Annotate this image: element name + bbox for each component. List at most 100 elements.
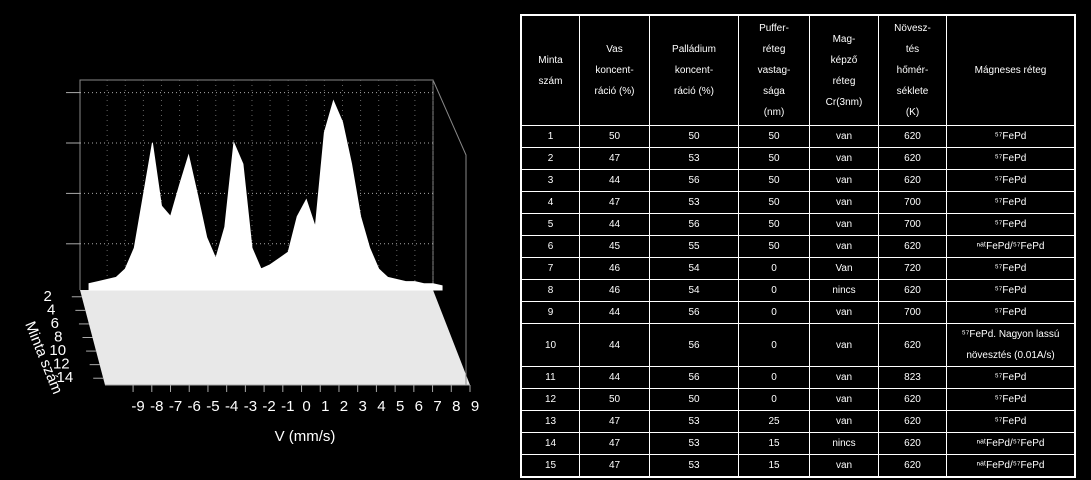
x-tick-label: 2 — [340, 398, 348, 415]
header-text: réteg — [832, 75, 856, 87]
table-cell: 44 — [579, 213, 650, 236]
table-cell: 53 — [649, 454, 739, 478]
table-cell: van — [809, 125, 879, 148]
header-cell: Puffer-réteg vastag-sága (nm) — [738, 14, 810, 126]
table-cell: 620 — [878, 279, 947, 302]
table-cell: 56 — [649, 323, 739, 367]
table-row: 13 47 53 25 van 620 ⁵⁷FePd — [520, 410, 1076, 433]
header-text: Mágneses réteg — [974, 65, 1047, 76]
table-cell: 720 — [878, 257, 947, 280]
table-cell: 56 — [649, 301, 739, 324]
table-cell: 10 — [520, 323, 580, 367]
table-row: 11 44 56 0 van 823 ⁵⁷FePd — [520, 366, 1076, 389]
table-cell: 47 — [579, 454, 650, 478]
header-text: (K) — [905, 107, 920, 118]
table-cell: 700 — [878, 301, 947, 324]
table-cell: ⁵⁷FePd — [946, 213, 1076, 236]
table-cell: ⁵⁷FePd — [946, 191, 1076, 214]
table-cell: van — [809, 323, 879, 367]
table-cell: 15 — [520, 454, 580, 478]
x-tick-label: 4 — [377, 398, 385, 415]
table-cell: 47 — [579, 432, 650, 455]
table-cell: 0 — [738, 257, 810, 280]
table-cell: 54 — [649, 279, 739, 302]
table-cell: 44 — [579, 323, 650, 367]
table-row: 7 46 54 0 Van 720 ⁵⁷FePd — [520, 257, 1076, 280]
table-row: 6 45 55 50 van 620 ⁿᵃᵗFePd/⁵⁷FePd — [520, 235, 1076, 258]
header-text: tés — [905, 44, 920, 55]
table-row: 5 44 56 50 van 700 ⁵⁷FePd — [520, 213, 1076, 236]
table-cell: 50 — [738, 147, 810, 170]
header-text: sága — [763, 86, 785, 97]
table-cell: ⁿᵃᵗFePd/⁵⁷FePd — [946, 235, 1076, 258]
table-cell: ⁿᵃᵗFePd/⁵⁷FePd — [946, 432, 1076, 455]
table-cell: 46 — [579, 279, 650, 302]
x-tick-label: 0 — [302, 398, 310, 415]
table-cell: 9 — [520, 301, 580, 324]
table-cell: 56 — [649, 366, 739, 389]
table-cell: nincs — [809, 279, 879, 302]
z-tick-label: 6 — [51, 315, 59, 332]
table-cell: van — [809, 169, 879, 192]
header-text: hőmér- — [896, 65, 929, 76]
table-cell: 620 — [878, 323, 947, 367]
chart: V (mm/s) Minta szám -9 -8 -7 -6 -5 -4 -3 -2 -1 0 1… — [21, 79, 479, 445]
x-tick-label: -3 — [244, 398, 257, 415]
x-tick-label: 7 — [433, 398, 441, 415]
table-cell: 44 — [579, 169, 650, 192]
x-tick-label: -2 — [262, 398, 275, 415]
table-cell: van — [809, 213, 879, 236]
z-tick-label: 10 — [49, 342, 66, 359]
table-cell: 53 — [649, 410, 739, 433]
table-cell: van — [809, 191, 879, 214]
header-cell: Vas koncent-ráció (%) — [579, 14, 650, 126]
table-cell: ⁵⁷FePd — [946, 366, 1076, 389]
z-tick-label: 2 — [43, 288, 51, 305]
table-cell: 3 — [520, 169, 580, 192]
header-text: Vas — [606, 44, 623, 55]
floor — [80, 290, 470, 385]
table-cell: 50 — [738, 191, 810, 214]
x-tick-label: 6 — [415, 398, 423, 415]
table-cell: nincs — [809, 432, 879, 455]
table-row: 2 47 53 50 van 620 ⁵⁷FePd — [520, 147, 1076, 170]
header-cell: Palládium koncent-ráció (%) — [649, 14, 739, 126]
table-cell: 50 — [738, 235, 810, 258]
x-tick-label: 9 — [471, 398, 479, 415]
table-cell: 50 — [738, 213, 810, 236]
table-cell: 620 — [878, 147, 947, 170]
header-text: (nm) — [763, 107, 785, 118]
table-cell: 2 — [520, 147, 580, 170]
table-row: 15 47 53 15 van 620 ⁿᵃᵗFePd/⁵⁷FePd — [520, 454, 1076, 478]
x-tick-label: -6 — [188, 398, 201, 415]
header-cell: Mágneses réteg — [946, 14, 1076, 126]
table-row: 3 44 56 50 van 620 ⁵⁷FePd — [520, 169, 1076, 192]
x-tick-label: -1 — [281, 398, 294, 415]
header-text: Palládium — [672, 44, 716, 55]
header-text: Puffer- — [759, 23, 789, 34]
table-cell: 5 — [520, 213, 580, 236]
table-cell: 0 — [738, 301, 810, 324]
table-cell: ⁵⁷FePd — [946, 147, 1076, 170]
side-wall — [432, 79, 467, 385]
table-cell: 55 — [649, 235, 739, 258]
table-cell: van — [809, 235, 879, 258]
table-cell: 0 — [738, 366, 810, 389]
table-cell: 620 — [878, 125, 947, 148]
table-cell: Van — [809, 257, 879, 280]
table-row: 12 50 50 0 van 620 ⁵⁷FePd — [520, 388, 1076, 411]
z-tick-label: 8 — [54, 328, 62, 345]
z-tick-label: 12 — [53, 356, 70, 373]
header-text: Minta — [538, 54, 563, 66]
table-cell: ⁵⁷FePd — [946, 388, 1076, 411]
table-cell: 0 — [738, 388, 810, 411]
table-cell: 1 — [520, 125, 580, 148]
x-tick-label: 5 — [396, 398, 404, 415]
header-text: ráció (%) — [594, 86, 635, 97]
table-cell: ⁿᵃᵗFePd/⁵⁷FePd — [946, 454, 1076, 478]
table-cell: 54 — [649, 257, 739, 280]
header-text: koncent- — [595, 65, 634, 76]
header-text: Mag- — [832, 33, 856, 45]
header-text: réteg — [762, 44, 786, 55]
